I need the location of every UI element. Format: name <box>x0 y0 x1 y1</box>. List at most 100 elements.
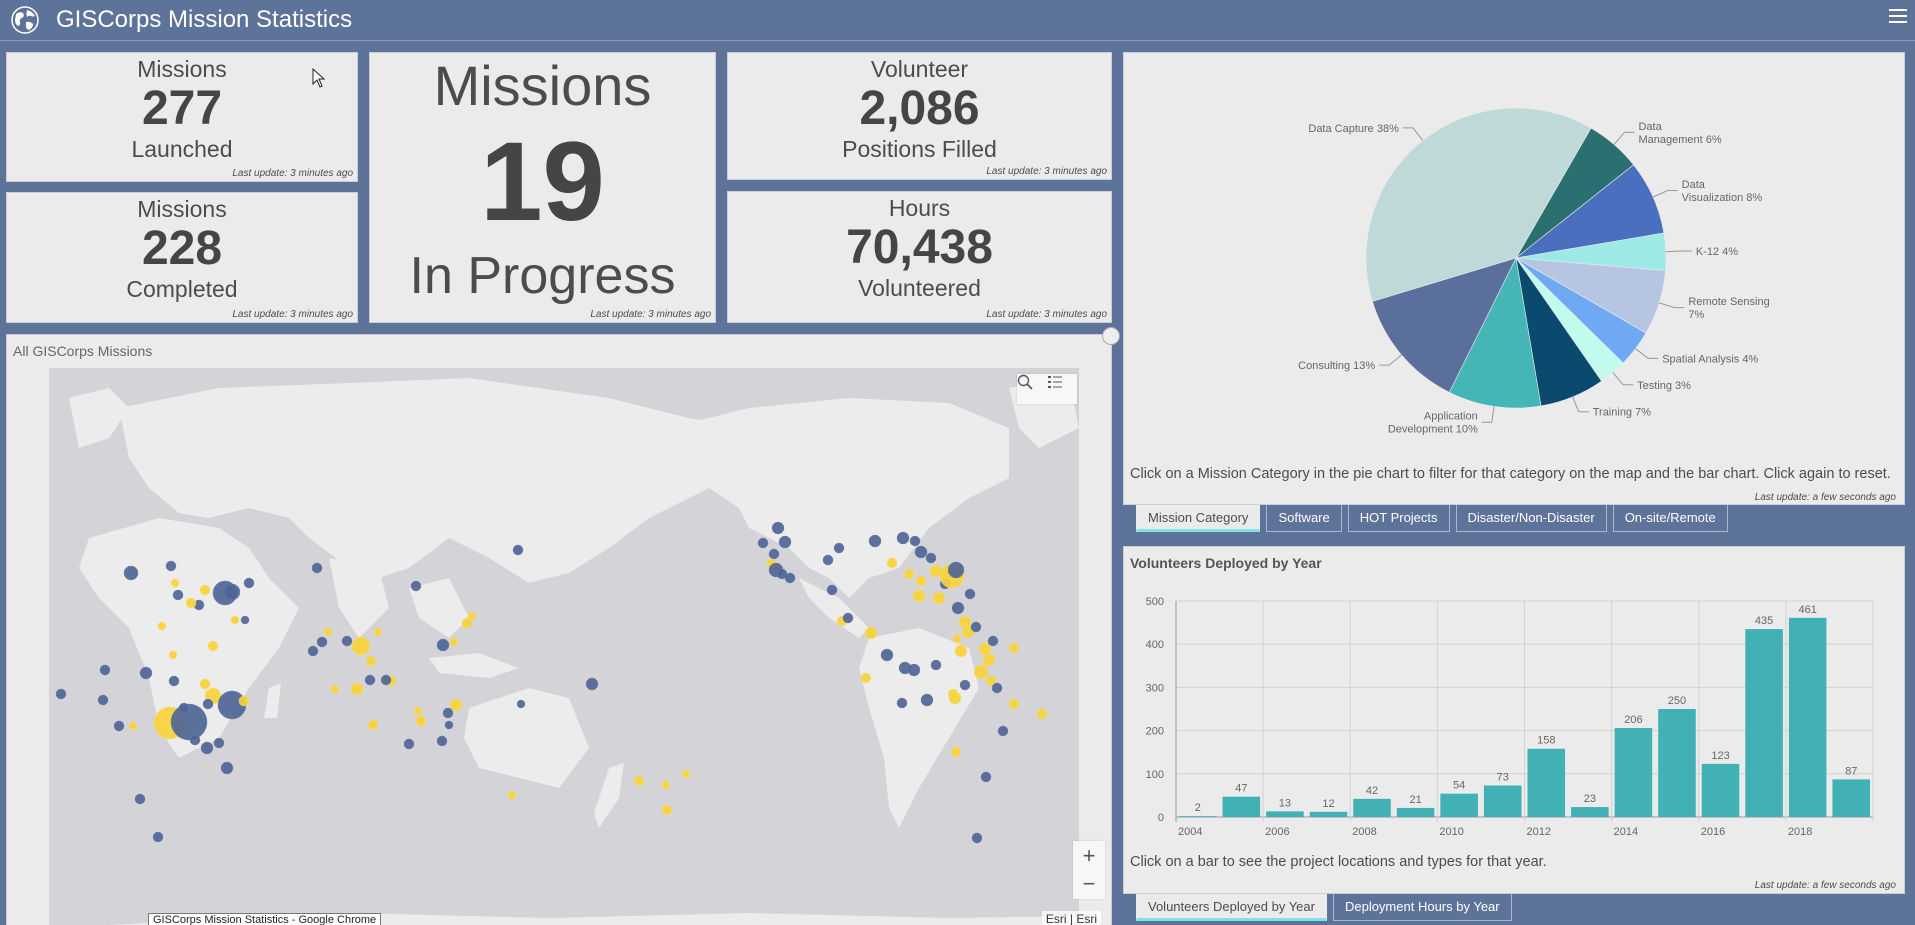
bar[interactable] <box>1353 798 1391 817</box>
mission-point[interactable] <box>661 780 671 790</box>
mission-point[interactable] <box>410 580 422 592</box>
mission-point[interactable] <box>822 554 834 566</box>
mission-point[interactable] <box>365 655 377 667</box>
mission-point[interactable] <box>170 578 180 588</box>
mission-point[interactable] <box>980 771 992 783</box>
mission-point[interactable] <box>170 703 208 741</box>
bar[interactable] <box>1527 748 1566 817</box>
mission-point[interactable] <box>436 735 448 747</box>
mission-point[interactable] <box>1036 708 1048 720</box>
mission-point[interactable] <box>351 636 371 656</box>
mission-point[interactable] <box>168 675 180 687</box>
mission-point[interactable] <box>199 584 211 596</box>
mission-point[interactable] <box>243 577 255 589</box>
mission-point[interactable] <box>952 634 962 644</box>
map-attribution[interactable]: Esri | Esri <box>1041 911 1101 925</box>
mission-point[interactable] <box>123 565 139 581</box>
tab-deployment-hours-by-year[interactable]: Deployment Hours by Year <box>1332 894 1512 921</box>
mission-point[interactable] <box>223 583 241 601</box>
mission-point[interactable] <box>987 635 999 647</box>
mission-point[interactable] <box>997 725 1009 737</box>
mission-point[interactable] <box>864 626 878 640</box>
mission-point[interactable] <box>55 688 67 700</box>
mission-point[interactable] <box>681 769 691 779</box>
mission-point[interactable] <box>771 521 785 535</box>
mission-point[interactable] <box>444 720 454 730</box>
mission-point[interactable] <box>238 695 250 707</box>
mission-points[interactable] <box>55 521 1048 844</box>
mission-point[interactable] <box>585 677 599 691</box>
mission-point[interactable] <box>436 638 450 652</box>
mission-point[interactable] <box>207 640 219 652</box>
mission-point[interactable] <box>461 617 473 629</box>
mission-point[interactable] <box>367 719 379 731</box>
mission-point[interactable] <box>964 588 976 600</box>
expand-icon[interactable] <box>1102 327 1120 345</box>
mission-point[interactable] <box>178 702 190 714</box>
mission-point[interactable] <box>970 621 982 633</box>
missions-map[interactable] <box>49 368 1079 925</box>
legend-list-icon[interactable] <box>1047 374 1079 404</box>
tab-software[interactable]: Software <box>1266 505 1342 532</box>
mission-point[interactable] <box>128 721 138 731</box>
tab-mission-category[interactable]: Mission Category <box>1136 505 1261 532</box>
mission-point[interactable] <box>415 715 427 727</box>
mission-point[interactable] <box>165 560 177 572</box>
mission-point[interactable] <box>97 694 109 706</box>
mission-point[interactable] <box>951 601 965 615</box>
mission-point[interactable] <box>826 584 838 596</box>
tab-disaster-non-disaster[interactable]: Disaster/Non-Disaster <box>1455 505 1607 532</box>
bar[interactable] <box>1266 811 1304 817</box>
mission-point[interactable] <box>932 591 946 605</box>
bar[interactable] <box>1701 763 1740 817</box>
mission-point[interactable] <box>961 625 975 639</box>
mission-point[interactable] <box>139 666 153 680</box>
bar[interactable] <box>1396 807 1435 817</box>
bar[interactable] <box>1745 629 1783 817</box>
zoom-in-button[interactable]: + <box>1082 843 1096 868</box>
mission-point[interactable] <box>778 535 792 549</box>
volunteers-bar-chart[interactable]: 0 100 200 300 400 500 2 47 13 12 42 21 54 73 158 23 206 2… <box>1124 547 1905 847</box>
mission-point[interactable] <box>950 746 962 758</box>
mission-point[interactable] <box>316 636 328 648</box>
mission-point[interactable] <box>896 531 910 545</box>
mission-point[interactable] <box>330 684 340 694</box>
mission-point[interactable] <box>403 738 415 750</box>
mission-point[interactable] <box>512 544 524 556</box>
mission-point[interactable] <box>880 648 894 662</box>
bar[interactable] <box>1440 793 1478 817</box>
mission-point[interactable] <box>991 682 1003 694</box>
bar[interactable] <box>1309 811 1348 817</box>
mission-point[interactable] <box>1008 698 1020 710</box>
mission-point[interactable] <box>985 675 997 687</box>
mission-point[interactable] <box>134 793 146 805</box>
zoom-out-button[interactable]: − <box>1082 871 1096 896</box>
mission-point[interactable] <box>886 557 898 569</box>
mission-point[interactable] <box>971 832 983 844</box>
mission-point[interactable] <box>307 645 319 657</box>
mission-point[interactable] <box>930 659 942 671</box>
mission-point[interactable] <box>516 699 526 709</box>
mission-point[interactable] <box>213 737 225 749</box>
mission-point[interactable] <box>947 561 965 579</box>
mission-point[interactable] <box>230 615 240 625</box>
mission-point[interactable] <box>189 734 201 746</box>
mission-point[interactable] <box>172 589 184 601</box>
mission-point[interactable] <box>959 679 971 691</box>
mission-point[interactable] <box>467 611 477 621</box>
mission-point[interactable] <box>442 707 454 719</box>
mission-point[interactable] <box>413 706 423 716</box>
mission-point[interactable] <box>661 804 673 816</box>
mission-point[interactable] <box>903 568 915 580</box>
search-icon[interactable] <box>1017 374 1049 404</box>
mission-point[interactable] <box>364 674 376 686</box>
mission-point[interactable] <box>240 615 250 625</box>
mission-point[interactable] <box>914 545 928 559</box>
mission-point[interactable] <box>380 674 392 686</box>
mission-point[interactable] <box>915 575 927 587</box>
mission-point[interactable] <box>842 612 854 624</box>
bar[interactable] <box>1788 617 1827 817</box>
mission-point[interactable] <box>920 693 934 707</box>
mission-point[interactable] <box>157 621 167 631</box>
bar[interactable] <box>1571 807 1609 817</box>
